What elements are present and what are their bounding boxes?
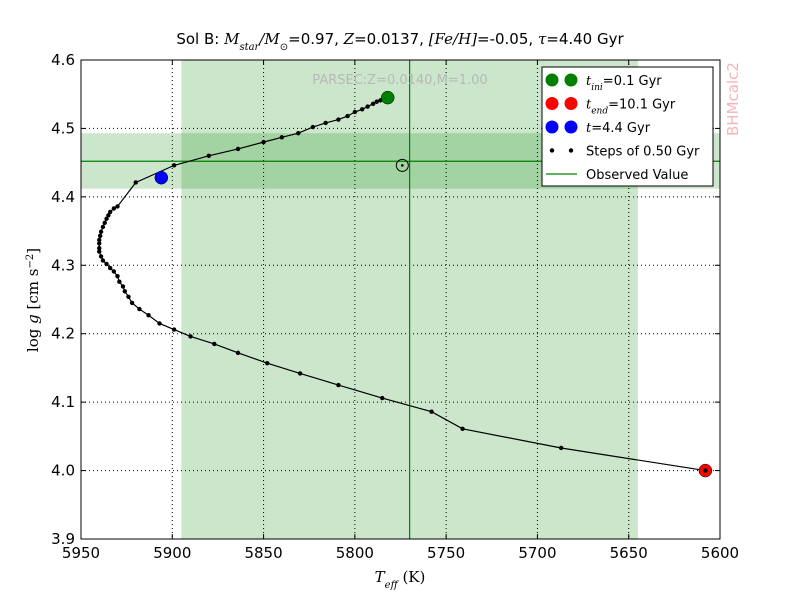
track-step-point xyxy=(171,327,177,332)
track-step-point xyxy=(104,216,109,221)
track-step-point xyxy=(146,313,151,318)
track-step-point xyxy=(352,109,358,115)
watermark: BHMcalc2 xyxy=(724,62,742,136)
observed-marker-dot xyxy=(401,164,404,167)
y-tick-label: 4.1 xyxy=(51,393,75,411)
y-tick-label: 4.5 xyxy=(51,119,75,137)
track-step-point xyxy=(98,229,104,234)
x-tick-label: 5800 xyxy=(336,544,374,562)
track-step-point xyxy=(108,209,113,215)
track-step-point xyxy=(323,120,328,126)
track-step-point xyxy=(374,99,379,104)
legend-marker xyxy=(545,73,559,87)
axis-ticks: 5950 5900 5850 5800 5750 5700 5650 5600 3.9 4.0 4.… xyxy=(51,51,739,562)
track-step-point xyxy=(97,237,102,243)
legend-marker xyxy=(564,73,578,87)
track-step-point xyxy=(104,261,109,267)
track-step-point xyxy=(336,117,341,122)
chart-title: Sol B: Mstar/M⊙=0.97, Z=0.0137, [Fe/H]=-… xyxy=(176,30,624,53)
y-tick-label: 4.3 xyxy=(51,256,75,274)
x-tick-label: 5900 xyxy=(153,544,191,562)
track-step-point xyxy=(261,139,266,145)
current-age-marker xyxy=(154,170,169,185)
track-step-point xyxy=(171,163,177,168)
track-step-point xyxy=(296,131,301,136)
time-markers xyxy=(154,90,713,478)
track-step-point xyxy=(97,245,102,251)
x-axis-label: Teff (K) xyxy=(375,568,426,591)
track-step-point xyxy=(336,382,341,388)
track-step-point xyxy=(345,113,350,119)
x-tick-label: 5750 xyxy=(427,544,465,562)
track-step-point xyxy=(122,289,128,294)
track-step-point xyxy=(380,395,385,401)
track-step-point xyxy=(359,107,365,112)
y-axis-label: log g [cm s−2] xyxy=(24,248,42,352)
legend-marker xyxy=(545,97,559,110)
track-step-point xyxy=(279,135,285,140)
x-tick-label: 5600 xyxy=(701,544,739,562)
track-step-point xyxy=(370,101,376,106)
track-step-point xyxy=(133,180,138,185)
track-step-point xyxy=(310,124,316,130)
track-step-point xyxy=(111,206,117,211)
y-tick-label: 4.2 xyxy=(51,325,75,343)
final-age-step-dot xyxy=(703,468,708,473)
legend: tini=0.1 Gyr tend=10.1 Gyr t=4.4 Gyr Steps … xyxy=(541,66,714,187)
y-tick-label: 4.6 xyxy=(51,51,75,69)
track-step-point xyxy=(137,306,142,312)
track-step-point xyxy=(115,204,120,209)
legend-label: Observed Value xyxy=(586,168,688,183)
track-step-point xyxy=(429,409,434,414)
track-step-point xyxy=(102,220,107,226)
track-step-point xyxy=(129,300,135,306)
initial-age-marker xyxy=(380,90,395,105)
track-step-point xyxy=(265,360,270,366)
track-step-point xyxy=(235,146,241,152)
track-step-point xyxy=(111,269,117,274)
track-step-point xyxy=(206,153,211,158)
track-step-point xyxy=(235,350,241,356)
track-step-point xyxy=(115,274,120,279)
x-tick-label: 5850 xyxy=(244,544,282,562)
track-step-point xyxy=(98,254,104,259)
track-step-point xyxy=(100,224,106,230)
legend-marker xyxy=(564,120,578,134)
plot-frame xyxy=(80,59,721,540)
track-step-point xyxy=(460,426,465,432)
track-step-point xyxy=(108,265,113,271)
track-step-point xyxy=(97,249,102,254)
observed-marker-ring xyxy=(395,158,409,172)
track-step-point xyxy=(188,334,193,339)
track-step-point xyxy=(97,241,102,246)
legend-marker xyxy=(564,97,578,110)
track-step-point xyxy=(558,445,564,451)
legend-label: tend=10.1 Gyr xyxy=(586,98,676,117)
track-step-point xyxy=(106,213,111,218)
track-step-point xyxy=(157,321,162,326)
legend-marker xyxy=(549,148,555,153)
y-tick-label: 3.9 xyxy=(51,530,75,548)
track-step-point xyxy=(100,258,106,263)
track-step-point xyxy=(117,279,122,284)
legend-label: tini=0.1 Gyr xyxy=(586,74,662,93)
model-annotation: PARSEC:Z=0.0140,M=1.00 xyxy=(312,73,487,88)
track-step-point xyxy=(120,284,126,289)
legend-marker xyxy=(545,120,559,134)
track-step-point xyxy=(365,104,370,109)
x-tick-label: 5700 xyxy=(518,544,556,562)
legend-marker xyxy=(568,148,574,153)
y-tick-label: 4.0 xyxy=(51,462,75,480)
track-step-point xyxy=(126,294,131,299)
x-tick-label: 5950 xyxy=(62,544,100,562)
y-tick-label: 4.4 xyxy=(51,188,75,206)
x-tick-label: 5650 xyxy=(610,544,648,562)
legend-label: t=4.4 Gyr xyxy=(586,121,651,136)
track-step-point xyxy=(97,233,103,239)
track-step-point xyxy=(212,341,217,347)
legend-label: Steps of 0.50 Gyr xyxy=(586,145,700,160)
track-step-point xyxy=(297,371,303,376)
